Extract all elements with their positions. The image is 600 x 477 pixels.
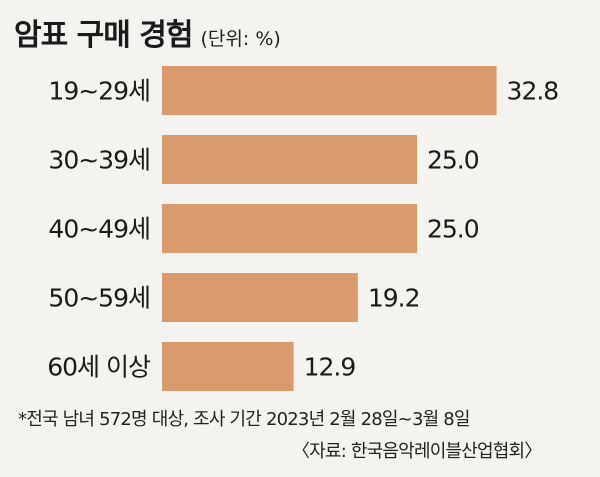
source-footnote: 〈자료: 한국음악레이블산업협회〉 — [292, 441, 542, 462]
chart-header: 암표 구매 경험 (단위: %) — [14, 10, 281, 54]
survey-footnote: *전국 남녀 572명 대상, 조사 기간 2023년 2월 28일~3월 8일 — [18, 409, 470, 430]
unit-label: (단위: %) — [200, 28, 281, 50]
bar-1 — [162, 66, 497, 115]
bar-5 — [162, 342, 294, 391]
chart-title: 암표 구매 경험 — [14, 18, 193, 53]
bar-2 — [162, 135, 417, 184]
category-label-3: 40~49세 — [48, 215, 150, 244]
bar-chart: 19~29세 32.8 30~39세 25.0 40~49세 25.0 50~59세 19.2… — [47, 66, 559, 391]
value-label-4: 19.2 — [368, 284, 420, 313]
value-label-2: 25.0 — [427, 146, 479, 175]
category-label-4: 50~59세 — [48, 284, 150, 313]
bar-3 — [162, 204, 417, 253]
value-label-3: 25.0 — [427, 215, 479, 244]
category-label-2: 30~39세 — [48, 146, 150, 175]
value-label-5: 12.9 — [304, 353, 356, 382]
category-label-5: 60세 이상 — [47, 353, 151, 382]
category-label-1: 19~29세 — [48, 77, 150, 106]
bar-4 — [162, 273, 358, 322]
value-label-1: 32.8 — [507, 77, 559, 106]
